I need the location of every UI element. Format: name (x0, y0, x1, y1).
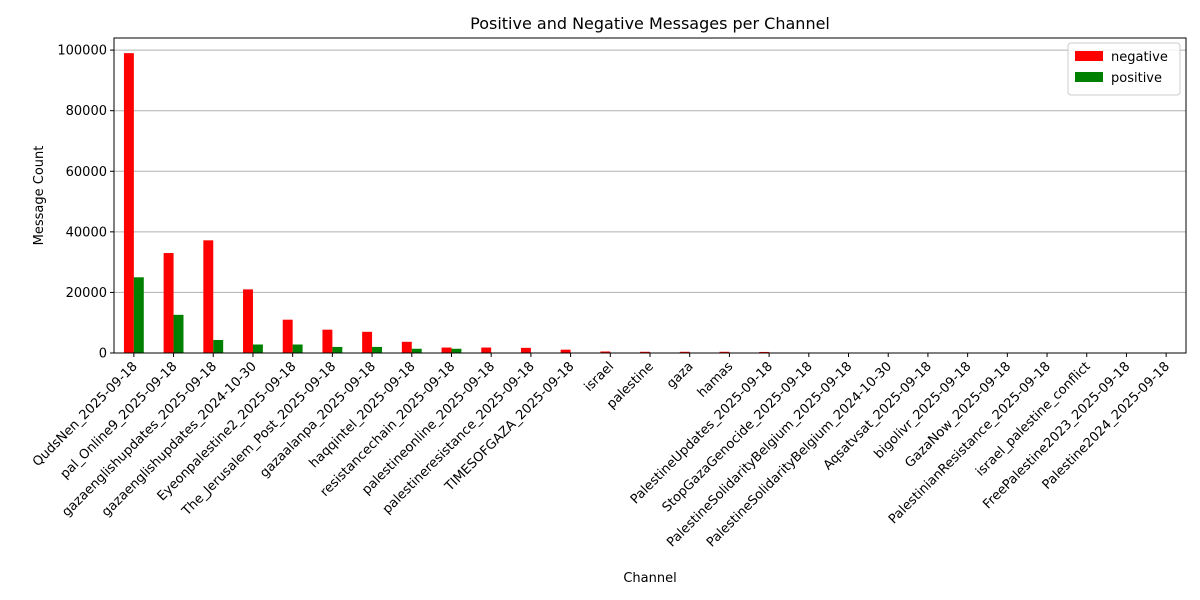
bar-positive (372, 346, 382, 353)
bar-negative (560, 349, 571, 353)
y-tick-label: 20000 (66, 286, 107, 301)
legend-label-negative: negative (1111, 50, 1168, 65)
x-axis-title: Channel (623, 571, 676, 586)
legend-swatch-positive (1075, 72, 1103, 82)
bar-negative (719, 351, 730, 353)
x-tick-label: FreePalestine2023_2025-09-18 (980, 359, 1133, 512)
bar-negative (282, 319, 293, 353)
bar-positive (292, 344, 303, 353)
bar-negative (600, 351, 611, 353)
x-tick-label: PalestineUpdates_2025-09-18 (628, 359, 776, 507)
bar-positive (451, 348, 462, 353)
chart-title: Positive and Negative Messages per Chann… (470, 14, 830, 33)
bar-negative (640, 351, 650, 353)
legend-label-positive: positive (1111, 71, 1162, 86)
y-tick-label: 100000 (57, 44, 107, 59)
y-axis: 0 20000 40000 60000 80000 100000 (57, 44, 114, 362)
bar-negative (401, 341, 412, 353)
bar-negative (520, 347, 531, 353)
x-tick-label: PalestineSolidarityBelgium_2024-10-30 (704, 359, 895, 550)
y-axis-title: Message Count (32, 146, 47, 246)
y-tick-label: 60000 (66, 165, 107, 180)
bar-negative (322, 329, 333, 353)
bar-positive (133, 277, 144, 353)
bar-negative (123, 53, 134, 354)
bar-negative (481, 347, 492, 353)
bar-negative (759, 351, 770, 353)
bar-negative (362, 331, 373, 353)
bar-negative (679, 351, 690, 353)
bar-positive (252, 344, 263, 353)
bar-negative (441, 347, 452, 353)
bars (123, 53, 770, 354)
bar-positive (332, 346, 343, 353)
bar-positive (173, 314, 184, 353)
legend-swatch-negative (1075, 51, 1103, 61)
gridlines (114, 49, 1186, 354)
legend: negative positive (1067, 42, 1181, 96)
plot-frame (113, 37, 1187, 354)
x-axis: QudsNen_2025-09-18pal_Online9_2025-09-18… (30, 353, 1173, 550)
y-tick-label: 80000 (66, 104, 107, 119)
x-tick-label: gaza (664, 359, 697, 392)
x-tick-label: israel (582, 359, 618, 395)
bar-positive (213, 339, 224, 353)
y-tick-label: 0 (99, 347, 107, 362)
x-tick-label: PalestineSolidarityBelgium_2025-09-18 (664, 359, 855, 550)
bar-negative (203, 240, 214, 353)
bar-negative (243, 289, 253, 353)
bar-positive (411, 348, 422, 353)
bar-negative (163, 253, 174, 353)
y-tick-label: 40000 (66, 225, 107, 240)
